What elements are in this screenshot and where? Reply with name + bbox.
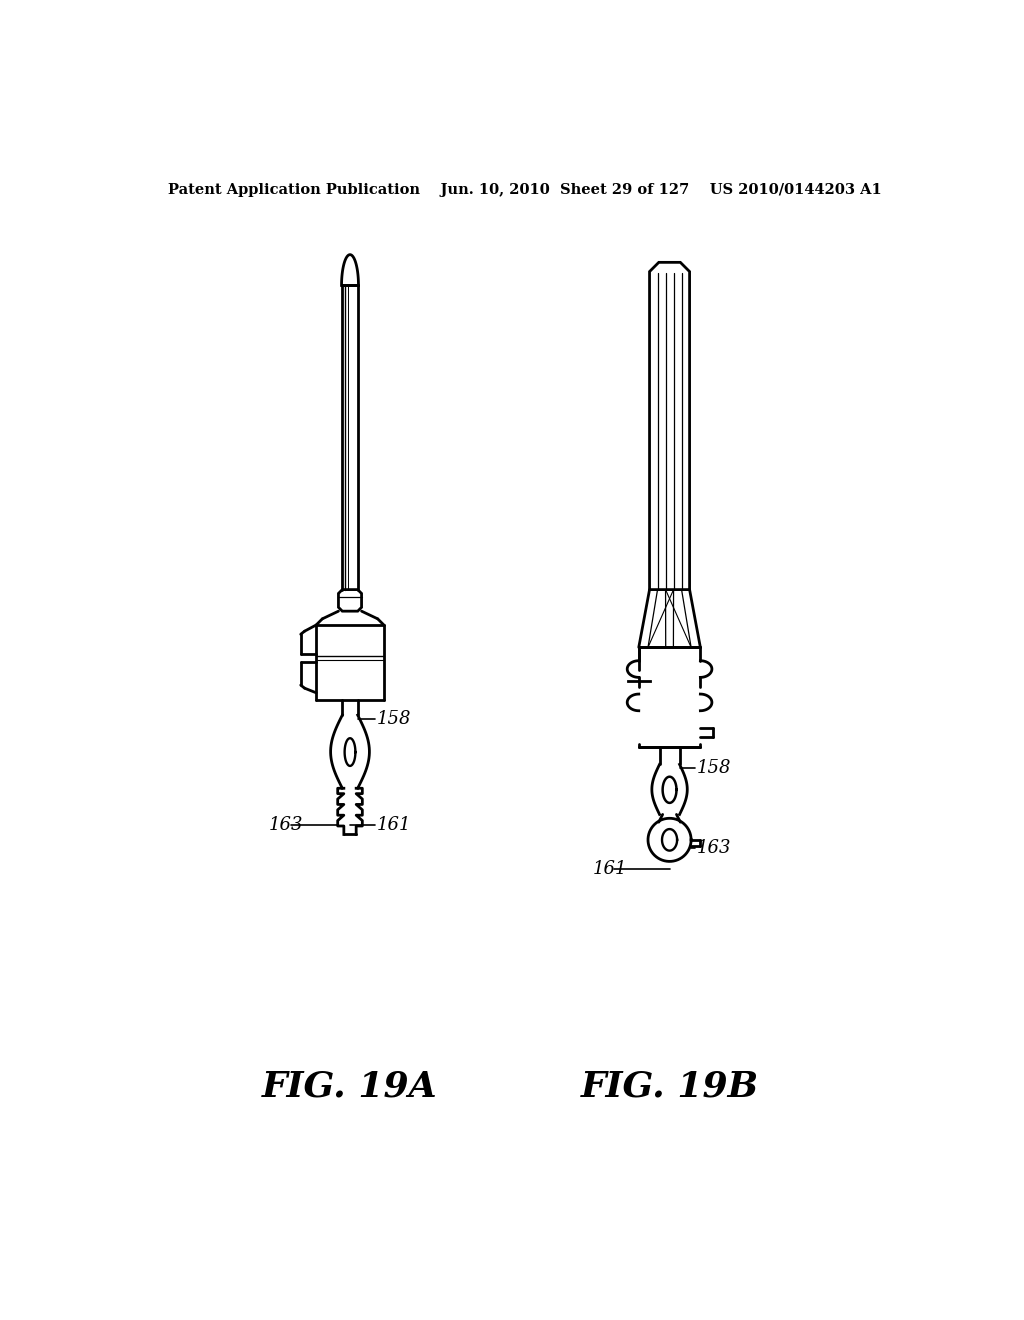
Text: 158: 158 <box>377 710 412 727</box>
Polygon shape <box>316 626 384 700</box>
Text: FIG. 19A: FIG. 19A <box>262 1069 438 1104</box>
Text: 161: 161 <box>593 861 627 878</box>
Text: 161: 161 <box>377 816 412 834</box>
Polygon shape <box>652 764 687 814</box>
Polygon shape <box>648 818 691 862</box>
Text: 158: 158 <box>696 759 731 777</box>
Polygon shape <box>342 285 358 590</box>
Polygon shape <box>331 715 370 788</box>
Polygon shape <box>342 255 358 285</box>
Text: 163: 163 <box>696 838 731 857</box>
Text: FIG. 19B: FIG. 19B <box>581 1069 759 1104</box>
Polygon shape <box>649 263 689 590</box>
Polygon shape <box>639 647 700 747</box>
Text: 163: 163 <box>269 816 304 834</box>
Text: Patent Application Publication    Jun. 10, 2010  Sheet 29 of 127    US 2010/0144: Patent Application Publication Jun. 10, … <box>168 183 882 197</box>
Polygon shape <box>339 590 361 611</box>
